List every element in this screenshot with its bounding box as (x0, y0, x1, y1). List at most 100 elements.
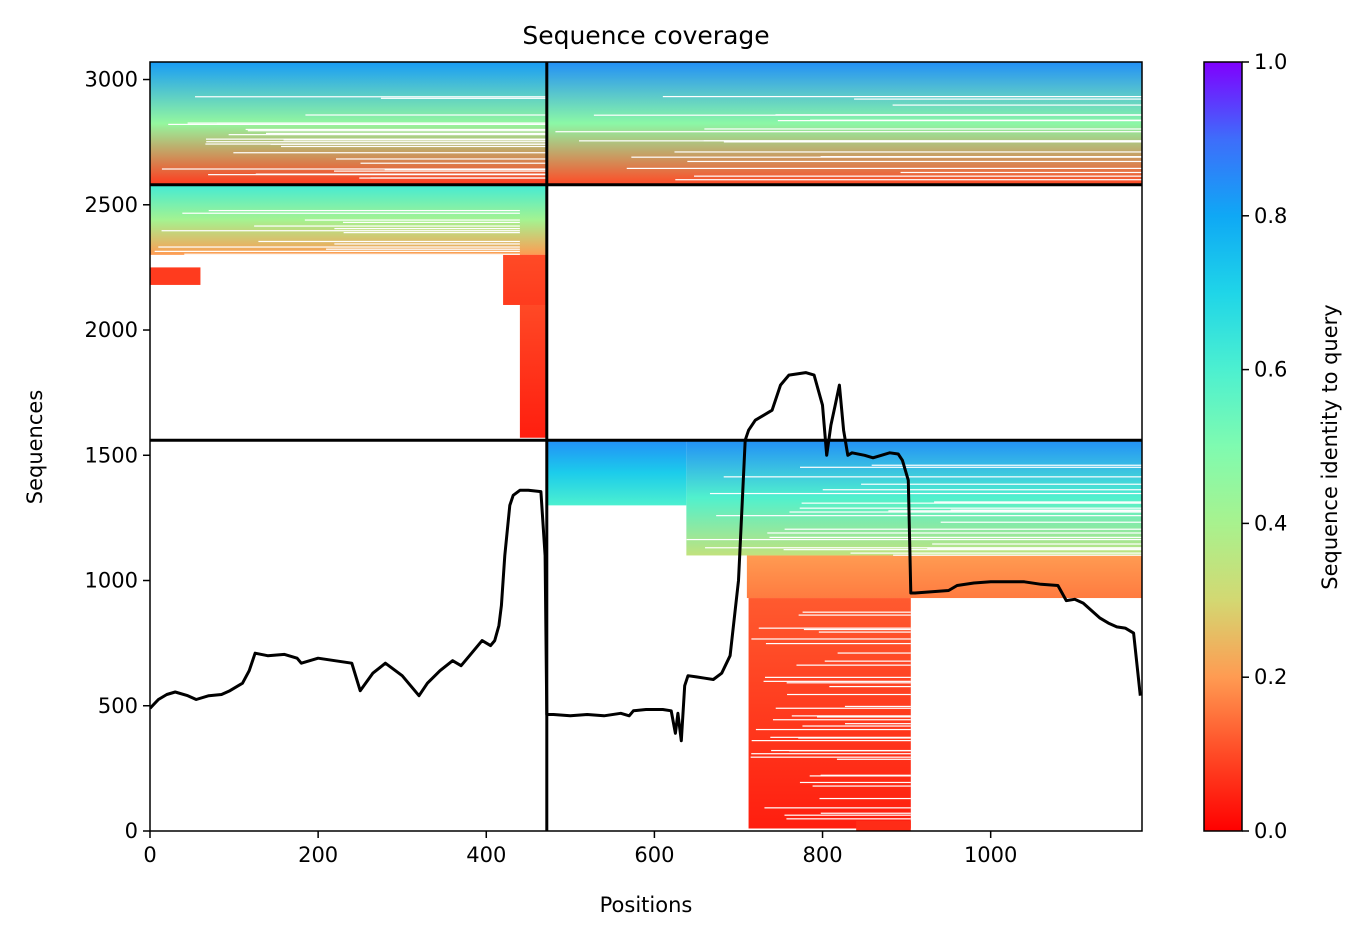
gap-stripe (892, 104, 1142, 106)
plot-frame (149, 61, 1143, 832)
gap-stripe (784, 814, 911, 816)
gap-stripe (888, 510, 1142, 512)
gap-stripe (799, 466, 1142, 468)
gap-stripe (893, 554, 1142, 556)
x-tick-label: 400 (466, 843, 506, 867)
coverage-block (546, 440, 687, 506)
x-tick-label: 600 (634, 843, 674, 867)
gap-stripe (767, 532, 1142, 534)
coverage-block (686, 440, 1142, 556)
gap-stripe (784, 528, 1142, 530)
gap-stripe (703, 140, 1142, 142)
gap-stripe (380, 97, 547, 99)
gap-stripe (343, 232, 520, 234)
y-tick-label: 0 (125, 819, 138, 843)
colorbar-tick-label: 0.0 (1254, 819, 1287, 843)
gap-stripe (769, 536, 1142, 538)
gap-stripe (751, 740, 911, 742)
gap-stripe (888, 156, 1142, 158)
x-tick-label: 1000 (964, 843, 1017, 867)
gap-stripe (333, 170, 547, 172)
coverage-block (748, 598, 911, 829)
gap-stripe (820, 774, 911, 776)
gap-stripe (342, 221, 520, 223)
gap-stripe (819, 797, 911, 800)
gap-stripe (304, 219, 520, 221)
gap-stripe (254, 225, 520, 227)
gap-stripe (861, 483, 1142, 485)
gap-stripe (934, 501, 1142, 503)
gap-stripe (751, 753, 911, 755)
colorbar-axis: 0.0 0.2 0.4 0.6 0.8 1.0 (1242, 50, 1287, 843)
gap-stripe (837, 652, 911, 654)
y-axis-label: Sequences (23, 390, 47, 505)
gap-stripes (154, 95, 1142, 820)
gap-stripe (258, 240, 520, 243)
gap-stripe (750, 756, 911, 758)
gap-stripe (334, 243, 520, 245)
colorbar-tick-label: 0.6 (1254, 358, 1287, 382)
gap-stripe (208, 209, 520, 212)
gap-stripe (820, 812, 911, 814)
y-tick-label: 3000 (85, 68, 138, 92)
colorbar-label: Sequence identity to query (1318, 304, 1342, 589)
gap-stripe (716, 515, 1142, 517)
x-tick-label: 800 (802, 843, 842, 867)
gap-stripe (709, 492, 1142, 495)
gap-stripe (871, 464, 1142, 466)
colorbar-tick-label: 1.0 (1254, 50, 1287, 74)
gap-stripe (786, 818, 911, 820)
gap-stripe (626, 167, 1142, 170)
gap-stripe (846, 141, 1142, 143)
gap-stripe (758, 627, 911, 629)
y-tick-label: 2000 (85, 318, 138, 342)
gap-stripe (228, 134, 547, 136)
gap-stripe (705, 547, 1142, 549)
gap-stripe (704, 128, 1142, 130)
gap-stripe (844, 705, 911, 708)
gap-stripe (206, 141, 547, 143)
gap-stripe (158, 246, 520, 248)
y-tick-label: 1000 (85, 569, 138, 593)
gap-stripe (360, 162, 547, 164)
coverage-blocks (150, 62, 1142, 831)
gap-stripe (281, 145, 547, 148)
gap-stripe (195, 96, 547, 98)
gap-stripe (816, 716, 911, 718)
gap-stripe (791, 715, 911, 717)
gap-stripe (775, 114, 1142, 116)
colorbar-tick-label: 0.4 (1254, 511, 1287, 535)
gap-stripe (810, 119, 1142, 121)
chart-title: Sequence coverage (522, 21, 769, 50)
gap-stripe (723, 476, 1142, 478)
gap-stripe (844, 723, 911, 725)
y-tick-label: 500 (98, 694, 138, 718)
gap-stripe (764, 676, 911, 678)
coverage-block (856, 820, 911, 831)
gap-stripe (751, 638, 911, 640)
gap-stripe (674, 151, 1142, 153)
colorbar-tick-label: 0.2 (1254, 665, 1287, 689)
gap-stripe (772, 719, 911, 721)
gap-stripe (850, 552, 1142, 554)
x-axis-label: Positions (600, 893, 693, 917)
gap-stripe (787, 693, 911, 696)
gap-stripe (384, 168, 547, 171)
colorbar-tick-label: 0.8 (1254, 204, 1287, 228)
gap-stripe (283, 139, 547, 141)
coverage-block (546, 62, 1142, 185)
gap-stripe (786, 682, 911, 684)
gap-stripe (763, 680, 911, 682)
y-tick-label: 1500 (85, 443, 138, 467)
gap-stripe (822, 489, 1142, 491)
gap-stripe (798, 614, 911, 616)
gap-stripe (247, 130, 547, 132)
gap-stripe (216, 122, 547, 124)
gap-stripe (783, 549, 1142, 551)
gap-stripe (799, 781, 911, 784)
gap-stripe (662, 95, 1142, 98)
gap-stripe (796, 664, 911, 666)
gap-stripe (765, 642, 911, 645)
gap-stripe (818, 631, 911, 633)
gap-stripe (940, 521, 1142, 523)
